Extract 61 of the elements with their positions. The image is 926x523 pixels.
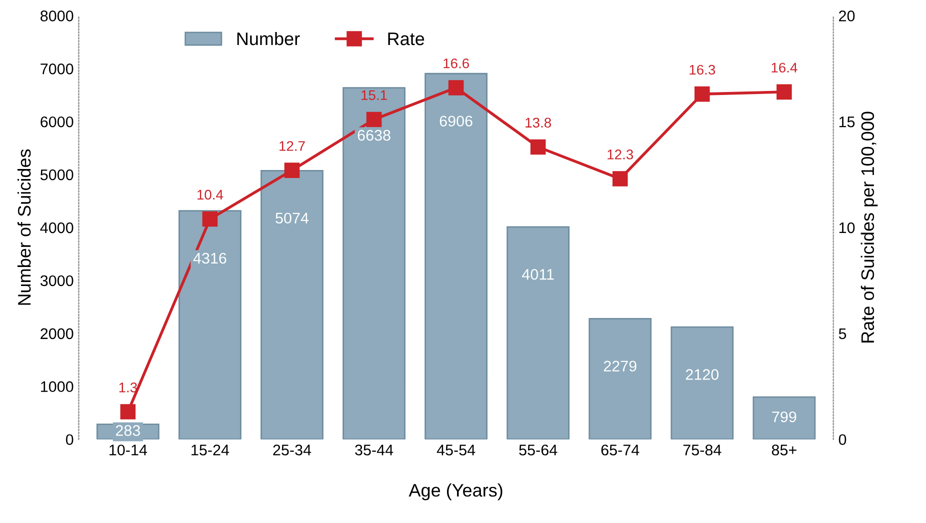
y-tick-label: 4000 xyxy=(40,222,74,234)
y2-tick-label: 10 xyxy=(839,222,855,234)
data-label: 283 xyxy=(116,425,140,436)
x-tick-label: 45-54 xyxy=(436,444,476,456)
y2-tick-label: 15 xyxy=(839,116,855,128)
y-tick-label: 6000 xyxy=(40,116,74,128)
data-label: 2120 xyxy=(686,369,719,380)
y-tick-label: 0 xyxy=(66,434,74,446)
x-axis-title: Age (Years) xyxy=(408,483,502,500)
legend-label: Number xyxy=(237,32,300,46)
bar xyxy=(588,318,652,440)
x-tick-label: 35-44 xyxy=(355,444,394,456)
data-label: 799 xyxy=(772,411,796,422)
data-label: 13.8 xyxy=(526,118,551,128)
y2-tick-label: 5 xyxy=(838,328,846,340)
data-label: 6906 xyxy=(440,116,472,127)
y2-axis-title: Rate of Suicides per 100,000 xyxy=(860,112,878,342)
data-label: 10.4 xyxy=(198,190,224,200)
point xyxy=(530,139,546,155)
y2-tick-label: 0 xyxy=(838,434,846,446)
y2-tick-label: 20 xyxy=(839,10,855,22)
point xyxy=(202,211,218,227)
y-tick-label: 8000 xyxy=(40,10,74,22)
x-tick-label: 75-84 xyxy=(683,444,722,456)
x-tick-label: 85+ xyxy=(772,444,796,456)
data-label: 15.1 xyxy=(362,90,387,100)
y-tick-label: 2000 xyxy=(40,328,74,340)
point xyxy=(120,404,136,420)
bar xyxy=(178,210,242,440)
bar xyxy=(260,170,324,440)
bar xyxy=(342,87,406,440)
data-label: 12.3 xyxy=(608,150,634,160)
data-label: 6638 xyxy=(358,130,390,141)
x-tick-label: 65-74 xyxy=(601,444,640,456)
data-label: 4316 xyxy=(193,252,226,264)
y-tick-label: 3000 xyxy=(40,275,74,286)
data-label: 16.3 xyxy=(690,64,716,75)
bar xyxy=(506,226,570,440)
point xyxy=(366,112,382,128)
point xyxy=(612,171,628,186)
x-tick-label: 55-64 xyxy=(519,444,558,456)
point xyxy=(776,84,792,100)
x-tick-label: 15-24 xyxy=(192,444,230,456)
bar xyxy=(424,72,488,440)
point xyxy=(284,162,300,178)
data-label: 16.4 xyxy=(772,62,798,73)
y-tick-label: 5000 xyxy=(40,169,74,180)
legend-label: Rate xyxy=(388,32,424,46)
x-tick-label: 10-14 xyxy=(110,444,148,456)
data-label: 16.6 xyxy=(444,58,469,68)
data-label: 5074 xyxy=(276,212,309,224)
data-label: 12.7 xyxy=(280,141,305,151)
point xyxy=(448,80,464,96)
point xyxy=(694,86,710,102)
y-axis-title: Number of Suicides xyxy=(17,149,31,305)
data-label: 4011 xyxy=(522,268,554,280)
bar xyxy=(670,326,734,440)
x-tick-label: 25-34 xyxy=(273,444,312,456)
y-tick-label: 7000 xyxy=(40,64,74,74)
data-label: 2279 xyxy=(604,360,636,372)
y-tick-label: 1000 xyxy=(41,381,74,392)
